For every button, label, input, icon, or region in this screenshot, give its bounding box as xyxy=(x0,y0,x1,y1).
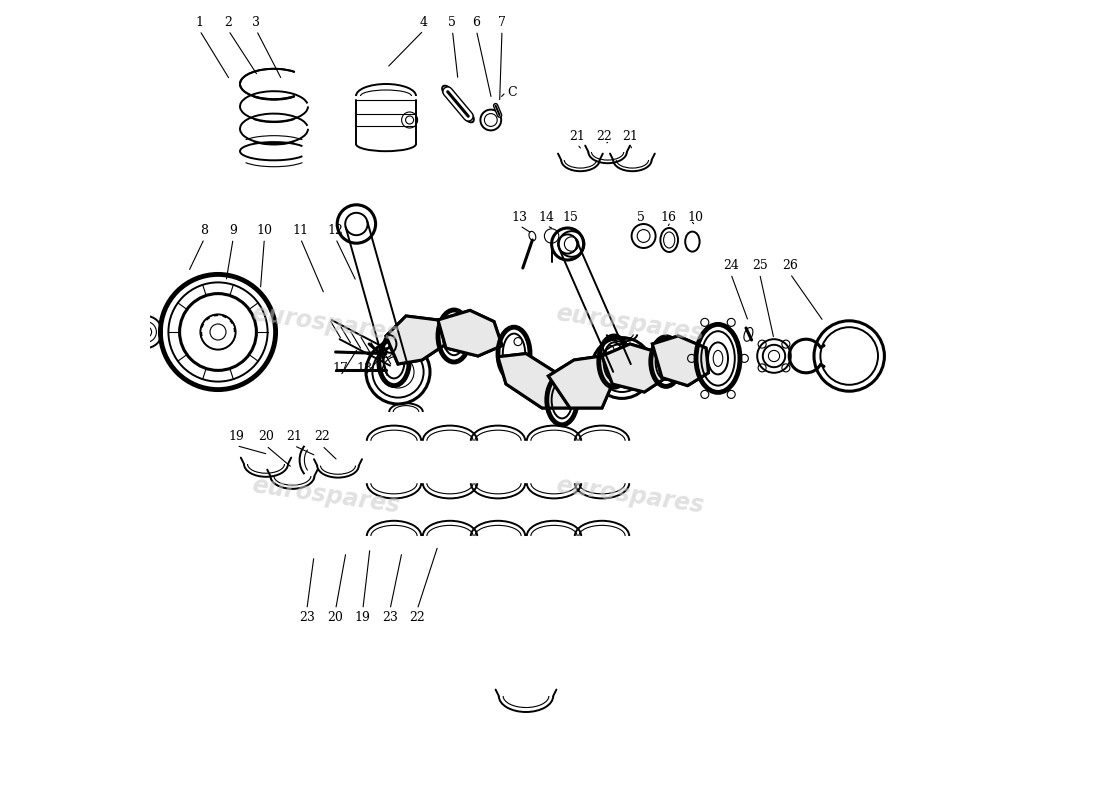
Text: 12: 12 xyxy=(328,224,343,237)
Text: 23: 23 xyxy=(299,611,315,624)
Text: 5: 5 xyxy=(449,16,456,29)
Text: 4: 4 xyxy=(419,16,428,29)
Text: 20: 20 xyxy=(258,430,274,442)
Text: 2: 2 xyxy=(224,16,232,29)
Text: 10: 10 xyxy=(688,211,704,224)
Text: 23: 23 xyxy=(382,611,398,624)
Text: 22: 22 xyxy=(409,611,425,624)
Text: 13: 13 xyxy=(512,211,528,224)
Text: 5: 5 xyxy=(637,211,645,224)
Text: eurospares: eurospares xyxy=(554,474,706,518)
Polygon shape xyxy=(498,354,574,408)
Text: 9: 9 xyxy=(229,224,238,237)
Text: 22: 22 xyxy=(596,130,613,142)
Text: 3: 3 xyxy=(252,16,261,29)
Polygon shape xyxy=(438,310,502,356)
Text: 10: 10 xyxy=(256,224,273,237)
Text: eurospares: eurospares xyxy=(554,302,706,346)
Text: 26: 26 xyxy=(782,259,797,272)
Text: 21: 21 xyxy=(570,130,585,142)
Text: 19: 19 xyxy=(229,430,244,442)
Text: eurospares: eurospares xyxy=(251,302,402,346)
Text: eurospares: eurospares xyxy=(251,474,402,518)
Text: 19: 19 xyxy=(355,611,371,624)
Text: 20: 20 xyxy=(328,611,343,624)
Text: 14: 14 xyxy=(539,211,554,224)
Text: 25: 25 xyxy=(751,259,768,272)
Text: 8: 8 xyxy=(200,224,208,237)
Text: 15: 15 xyxy=(563,211,579,224)
Polygon shape xyxy=(386,316,446,364)
Text: 18: 18 xyxy=(356,362,373,374)
Text: 24: 24 xyxy=(723,259,739,272)
Text: 11: 11 xyxy=(293,224,308,237)
Text: 22: 22 xyxy=(315,430,330,442)
Text: 7: 7 xyxy=(498,16,506,29)
Text: 16: 16 xyxy=(660,211,676,224)
Text: C: C xyxy=(507,86,516,98)
Text: 21: 21 xyxy=(623,130,638,142)
Text: 21: 21 xyxy=(286,430,301,442)
Text: 17: 17 xyxy=(332,362,349,374)
Polygon shape xyxy=(652,336,708,386)
Polygon shape xyxy=(602,344,666,392)
Text: 6: 6 xyxy=(472,16,481,29)
Text: 1: 1 xyxy=(196,16,204,29)
Polygon shape xyxy=(549,356,614,408)
